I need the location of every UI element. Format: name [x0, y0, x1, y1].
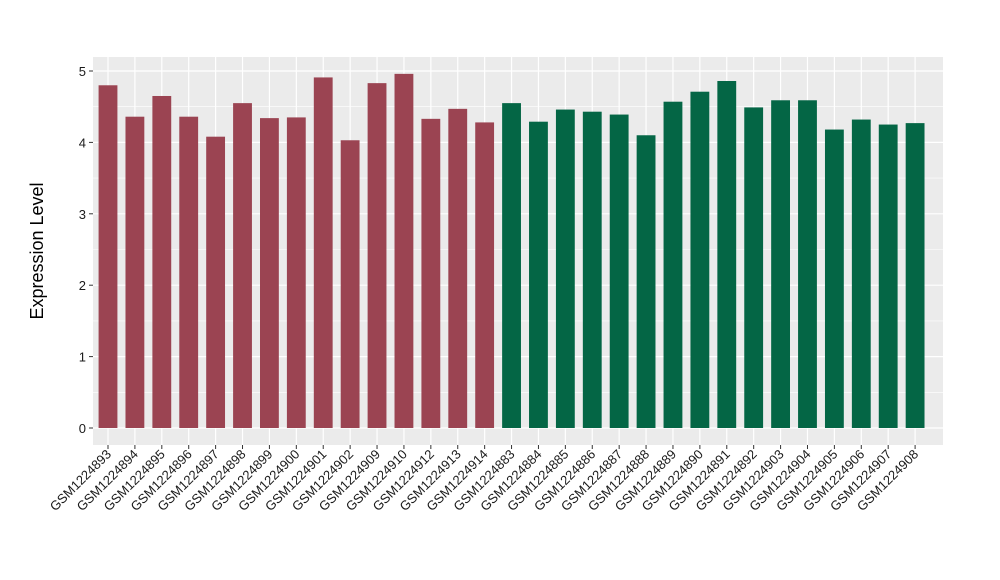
y-tick-label: 2: [79, 278, 86, 293]
bar-GSM1224891: [717, 80, 737, 428]
bar-GSM1224889: [663, 101, 683, 429]
bar-GSM1224888: [636, 135, 656, 428]
bar-GSM1224907: [878, 124, 898, 429]
bars-group: [98, 73, 925, 429]
x-axis: GSM1224893GSM1224894GSM1224895GSM1224896…: [47, 445, 921, 514]
bar-GSM1224895: [152, 95, 172, 429]
y-tick-label: 4: [79, 135, 86, 150]
y-axis-title: Expression Level: [27, 182, 47, 319]
y-axis: 0 1 2 3 4 5: [79, 64, 93, 436]
y-tick-label: 3: [79, 207, 86, 222]
bar-GSM1224914: [475, 122, 495, 429]
bar-GSM1224887: [609, 114, 629, 428]
bar-GSM1224892: [744, 107, 764, 428]
bar-GSM1224896: [179, 116, 199, 429]
bar-GSM1224905: [824, 129, 844, 428]
bar-GSM1224902: [340, 140, 360, 428]
bar-GSM1224904: [798, 100, 817, 429]
bar-GSM1224906: [851, 119, 871, 428]
bar-GSM1224909: [367, 83, 387, 428]
bar-GSM1224890: [690, 91, 710, 429]
bar-GSM1224885: [555, 109, 575, 428]
bar-GSM1224900: [286, 117, 306, 428]
bar-GSM1224910: [394, 73, 414, 428]
bar-GSM1224886: [582, 111, 602, 428]
bar-GSM1224912: [421, 118, 441, 428]
bar-GSM1224884: [529, 121, 548, 428]
bar-GSM1224898: [233, 103, 252, 428]
bar-GSM1224893: [98, 85, 118, 428]
bar-GSM1224913: [448, 108, 468, 428]
y-tick-label: 0: [79, 421, 86, 436]
bar-GSM1224903: [771, 100, 790, 429]
bar-GSM1224908: [905, 123, 925, 428]
bar-GSM1224899: [260, 118, 279, 429]
y-tick-label: 1: [79, 350, 86, 365]
bar-GSM1224897: [206, 136, 226, 429]
bar-GSM1224894: [125, 116, 145, 429]
y-tick-label: 5: [79, 64, 86, 79]
bar-GSM1224883: [502, 103, 521, 428]
bar-GSM1224901: [313, 77, 333, 429]
